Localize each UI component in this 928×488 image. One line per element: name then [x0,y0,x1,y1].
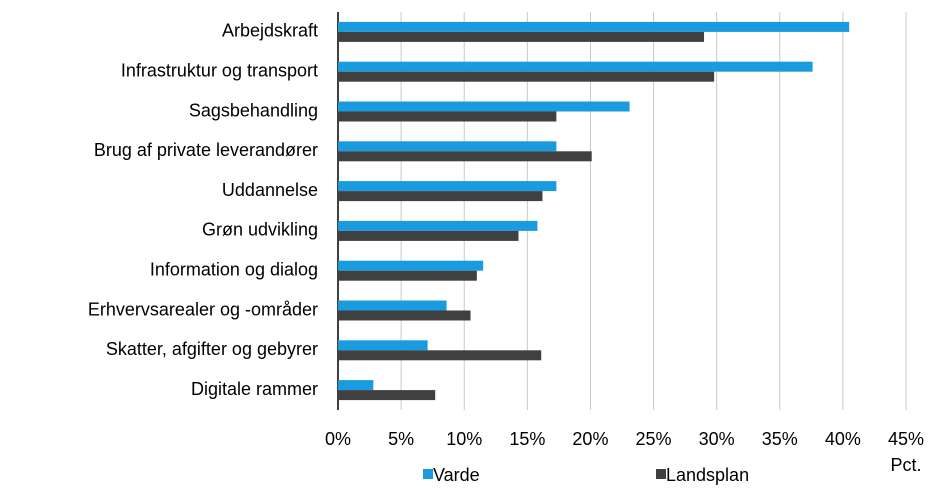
legend-swatch [423,469,433,479]
bar [338,390,436,401]
y-tick-label: Brug af private leverandører [94,140,318,160]
y-tick-label: Uddannelse [222,180,318,200]
legend-swatch [656,469,666,479]
bar [338,21,850,32]
y-tick-label: Sagsbehandling [189,100,318,120]
y-tick-label: Information og dialog [150,259,318,279]
x-tick-label: 30% [699,429,735,449]
bar [338,260,484,271]
y-tick-label: Digitale rammer [191,379,318,399]
legend-label: Landsplan [666,465,749,485]
x-tick-label: 20% [572,429,608,449]
y-tick-label: Infrastruktur og transport [121,60,318,80]
y-tick-label: Erhvervsarealer og -områder [88,299,318,319]
x-tick-label: 45% [888,429,924,449]
y-tick-label: Arbejdskraft [222,21,318,41]
x-tick-label: 0% [325,429,351,449]
bar [338,151,592,162]
x-tick-label: 40% [825,429,861,449]
bar [338,300,447,311]
bar [338,220,538,231]
bar [338,31,705,42]
bar [338,141,557,152]
bar [338,350,542,361]
bar [338,71,715,82]
bar [338,230,519,241]
bar [338,380,374,391]
y-tick-label: Grøn udvikling [202,220,318,240]
x-axis-label: Pct. [890,455,921,475]
bar [338,61,813,72]
x-tick-label: 25% [636,429,672,449]
x-tick-label: 10% [446,429,482,449]
bar [338,191,543,202]
x-tick-label: 15% [509,429,545,449]
x-tick-label: 35% [762,429,798,449]
legend-label: Varde [433,465,480,485]
y-tick-label: Skatter, afgifter og gebyrer [106,339,318,359]
x-tick-label: 5% [388,429,414,449]
bar [338,310,471,321]
bar [338,340,428,351]
bar [338,111,557,122]
bar [338,270,477,281]
bar [338,101,630,112]
bar [338,181,557,192]
